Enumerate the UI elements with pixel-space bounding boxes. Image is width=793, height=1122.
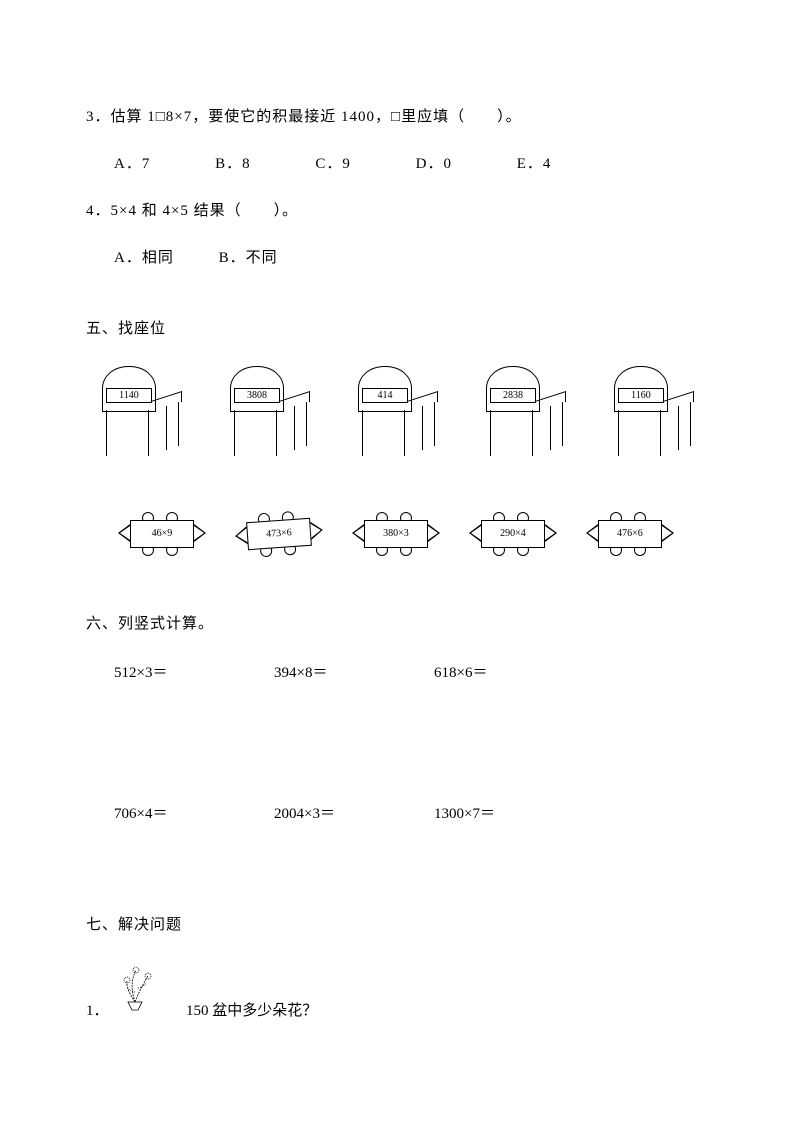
calc-item: 1300×7＝: [434, 802, 594, 823]
section-5-title: 五、找座位: [86, 317, 707, 338]
opt: A．相同: [114, 246, 174, 267]
calc-item: 512×3＝: [114, 661, 274, 682]
opt: A．7: [114, 152, 150, 173]
tag: 290×4: [467, 506, 559, 562]
q7-prefix: 1．: [86, 1003, 109, 1019]
tag-label: 380×3: [364, 520, 428, 548]
chair: 1140: [96, 366, 186, 456]
tags-row: 46×9 473×6 380×3 290×4 476×6: [116, 506, 707, 562]
tag-label: 290×4: [481, 520, 545, 548]
tag: 473×6: [231, 503, 327, 565]
calc-item: 2004×3＝: [274, 802, 434, 823]
chair-label: 414: [362, 388, 408, 403]
flower-pot-icon: [112, 962, 174, 1020]
q7-text: 150 盆中多少朵花？: [186, 1003, 317, 1019]
section-7-title: 七、解决问题: [86, 913, 707, 934]
chair: 1160: [608, 366, 698, 456]
tag: 380×3: [350, 506, 442, 562]
chair-label: 1160: [618, 388, 664, 403]
opt: B．不同: [219, 246, 278, 267]
chair: 2838: [480, 366, 570, 456]
calc-item: 618×6＝: [434, 661, 594, 682]
chairs-row: 1140 3808 414 2838 1160: [96, 366, 707, 456]
question-7-1: 1． 150 盆中多少朵花？: [86, 962, 707, 1020]
opt: C．9: [315, 152, 351, 173]
chair: 414: [352, 366, 442, 456]
question-3-options: A．7 B．8 C．9 D．0 E．4: [86, 152, 707, 173]
tag-label: 476×6: [598, 520, 662, 548]
calc-row-2: 706×4＝ 2004×3＝ 1300×7＝: [114, 802, 707, 823]
calc-item: 706×4＝: [114, 802, 274, 823]
tag: 476×6: [584, 506, 676, 562]
question-4-options: A．相同 B．不同: [86, 246, 707, 267]
question-3: 3．估算 1□8×7，要使它的积最接近 1400，□里应填（ ）。: [86, 105, 707, 126]
chair-label: 1140: [106, 388, 152, 403]
section-6-title: 六、列竖式计算。: [86, 612, 707, 633]
opt: B．8: [215, 152, 251, 173]
calc-item: 394×8＝: [274, 661, 434, 682]
calc-row-1: 512×3＝ 394×8＝ 618×6＝: [114, 661, 707, 682]
chair-label: 2838: [490, 388, 536, 403]
chair-label: 3808: [234, 388, 280, 403]
tag-label: 46×9: [130, 520, 194, 548]
tag: 46×9: [116, 506, 208, 562]
opt: E．4: [517, 152, 552, 173]
opt: D．0: [416, 152, 452, 173]
tag-label: 473×6: [246, 518, 312, 550]
chair: 3808: [224, 366, 314, 456]
question-4: 4．5×4 和 4×5 结果（ ）。: [86, 199, 707, 220]
